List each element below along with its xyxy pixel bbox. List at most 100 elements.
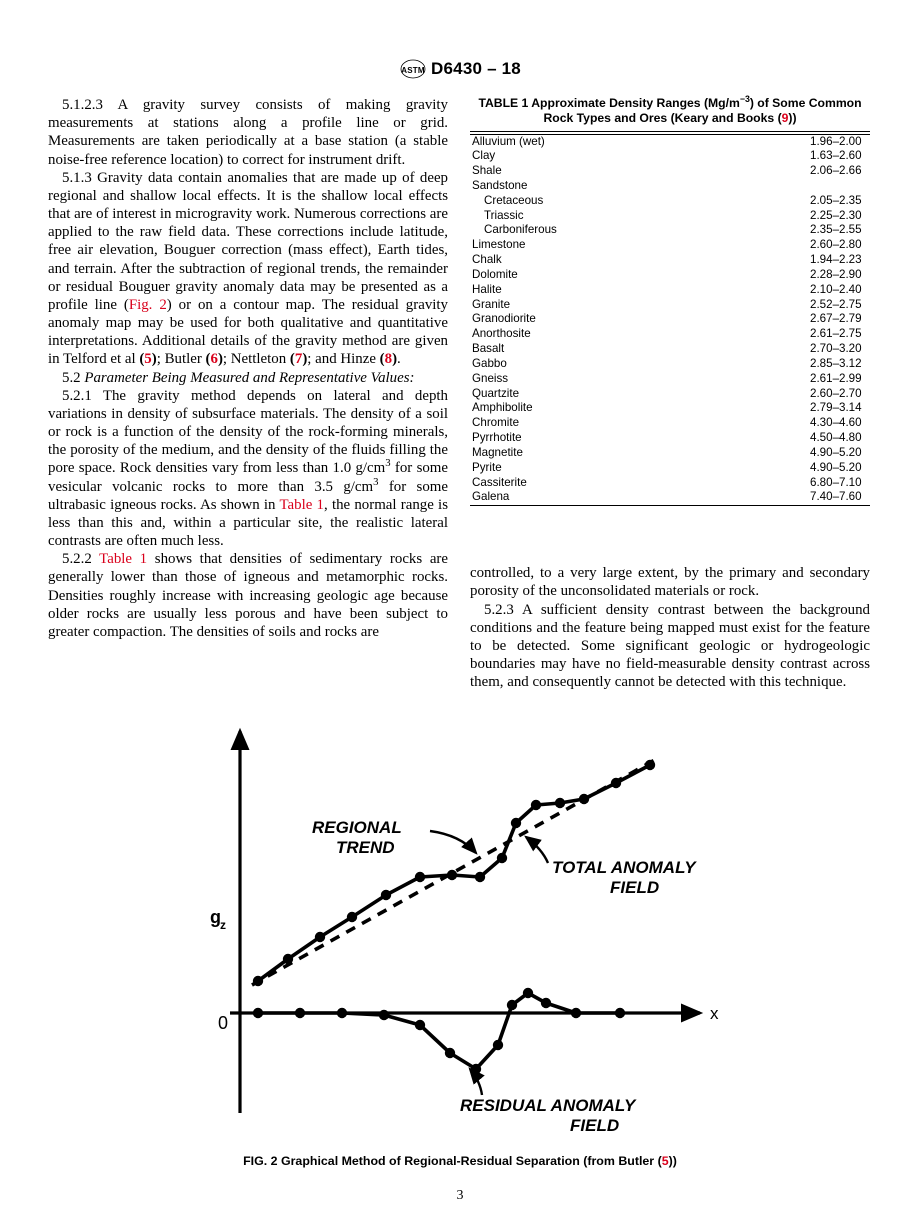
ref-5-fig[interactable]: 5 (662, 1154, 669, 1168)
ref-7[interactable]: 7 (295, 351, 302, 367)
table-row: Pyrrhotite4.50–4.80 (470, 431, 870, 446)
table-row-name: Cassiterite (470, 476, 730, 491)
table-row-value: 2.79–3.14 (730, 401, 870, 416)
table-row: Magnetite4.90–5.20 (470, 446, 870, 461)
table-row: Pyrite4.90–5.20 (470, 461, 870, 476)
table-row-value: 2.05–2.35 (730, 194, 870, 209)
svg-text:REGIONAL: REGIONAL (312, 818, 402, 837)
table-row-value: 4.90–5.20 (730, 446, 870, 461)
table-1-caption: TABLE 1 Approximate Density Ranges (Mg/m… (470, 96, 870, 131)
table-row: Dolomite2.28–2.90 (470, 268, 870, 283)
svg-text:0: 0 (218, 1013, 228, 1033)
table-row-name: Triassic (470, 209, 730, 224)
table-row-value: 7.40–7.60 (730, 490, 870, 505)
table-row-value: 6.80–7.10 (730, 476, 870, 491)
table-row-value: 2.60–2.70 (730, 387, 870, 402)
doc-designation: D6430 – 18 (431, 59, 521, 78)
table-row-value: 2.60–2.80 (730, 238, 870, 253)
table-row-value: 2.85–3.12 (730, 357, 870, 372)
table-row: Clay1.63–2.60 (470, 149, 870, 164)
table-row-name: Pyrite (470, 461, 730, 476)
table-row: Basalt2.70–3.20 (470, 342, 870, 357)
table-row: Limestone2.60–2.80 (470, 238, 870, 253)
table-row-name: Granodiorite (470, 312, 730, 327)
table-row-name: Amphibolite (470, 401, 730, 416)
table-row: Granite2.52–2.75 (470, 298, 870, 313)
table-row-name: Galena (470, 490, 730, 505)
table-row-value: 2.61–2.75 (730, 327, 870, 342)
table-row: Alluvium (wet)1.96–2.00 (470, 134, 870, 149)
table-row-value: 2.10–2.40 (730, 283, 870, 298)
table-row-name: Halite (470, 283, 730, 298)
table-row-value: 2.61–2.99 (730, 372, 870, 387)
svg-text:FIELD: FIELD (570, 1116, 619, 1135)
table-row-name: Gneiss (470, 372, 730, 387)
table-row-value: 1.96–2.00 (730, 134, 870, 149)
svg-text:RESIDUAL ANOMALY: RESIDUAL ANOMALY (460, 1096, 637, 1115)
section-5-2-head: 5.2 Parameter Being Measured and Represe… (48, 369, 448, 387)
table-row: Chalk1.94–2.23 (470, 253, 870, 268)
table-row-name: Gabbo (470, 357, 730, 372)
ref-6[interactable]: 6 (210, 351, 217, 367)
table-1: TABLE 1 Approximate Density Ranges (Mg/m… (470, 96, 870, 506)
table-row-value: 4.90–5.20 (730, 461, 870, 476)
svg-text:x: x (710, 1004, 719, 1023)
ref-9[interactable]: 9 (782, 111, 789, 125)
table-row-value: 2.70–3.20 (730, 342, 870, 357)
table-row-value: 1.63–2.60 (730, 149, 870, 164)
table-row-name: Pyrrhotite (470, 431, 730, 446)
para-5-2-3: 5.2.3 A sufficient density contrast betw… (470, 601, 870, 692)
para-5-2-2: 5.2.2 Table 1 shows that densities of se… (48, 550, 448, 641)
table-row: Anorthosite2.61–2.75 (470, 327, 870, 342)
table-row: Triassic2.25–2.30 (470, 209, 870, 224)
table-row-name: Granite (470, 298, 730, 313)
table-row-name: Magnetite (470, 446, 730, 461)
table-row: Amphibolite2.79–3.14 (470, 401, 870, 416)
table-row: Galena7.40–7.60 (470, 490, 870, 505)
table-row-name: Chalk (470, 253, 730, 268)
figure-2-svg: gz0xREGIONALTRENDTOTAL ANOMALYFIELDRESID… (180, 713, 740, 1143)
table-row: Sandstone (470, 179, 870, 194)
table-row: Cretaceous2.05–2.35 (470, 194, 870, 209)
ref-8[interactable]: 8 (385, 351, 392, 367)
astm-logo-icon: ASTM (399, 58, 427, 80)
table-row: Shale2.06–2.66 (470, 164, 870, 179)
table1-ref-b[interactable]: Table 1 (99, 551, 147, 567)
page-number: 3 (0, 1188, 920, 1204)
table-row: Cassiterite6.80–7.10 (470, 476, 870, 491)
table-row-value: 2.67–2.79 (730, 312, 870, 327)
left-column: 5.1.2.3 A gravity survey consists of mak… (48, 96, 448, 691)
table-row-value (730, 179, 870, 194)
ref-5[interactable]: 5 (144, 351, 151, 367)
table-row-name: Chromite (470, 416, 730, 431)
table-row-value: 2.52–2.75 (730, 298, 870, 313)
table-row-name: Carboniferous (470, 223, 730, 238)
para-5-1-2-3: 5.1.2.3 A gravity survey consists of mak… (48, 96, 448, 169)
table-row: Gneiss2.61–2.99 (470, 372, 870, 387)
table1-ref-a[interactable]: Table 1 (279, 497, 324, 513)
table-row-value: 1.94–2.23 (730, 253, 870, 268)
right-column: TABLE 1 Approximate Density Ranges (Mg/m… (470, 96, 870, 691)
para-continued: controlled, to a very large extent, by t… (470, 564, 870, 600)
para-5-1-3: 5.1.3 Gravity data contain anomalies tha… (48, 169, 448, 369)
table-row-value: 4.50–4.80 (730, 431, 870, 446)
table-row-name: Shale (470, 164, 730, 179)
page-header: ASTM D6430 – 18 (48, 58, 872, 80)
svg-text:TOTAL ANOMALY: TOTAL ANOMALY (552, 858, 697, 877)
figure-2: gz0xREGIONALTRENDTOTAL ANOMALYFIELDRESID… (48, 713, 872, 1168)
svg-text:FIELD: FIELD (610, 878, 659, 897)
density-table: Alluvium (wet)1.96–2.00Clay1.63–2.60Shal… (470, 131, 870, 507)
table-row-name: Quartzite (470, 387, 730, 402)
para-5-2-1: 5.2.1 The gravity method depends on late… (48, 387, 448, 551)
table-row-value: 2.28–2.90 (730, 268, 870, 283)
fig2-ref[interactable]: Fig. 2 (129, 297, 167, 313)
table-row-name: Cretaceous (470, 194, 730, 209)
table-row-name: Basalt (470, 342, 730, 357)
table-row-name: Clay (470, 149, 730, 164)
svg-text:z: z (220, 918, 226, 932)
table-row-name: Alluvium (wet) (470, 134, 730, 149)
table-row-value: 2.25–2.30 (730, 209, 870, 224)
table-row-name: Limestone (470, 238, 730, 253)
svg-text:ASTM: ASTM (401, 66, 425, 75)
table-row-value: 4.30–4.60 (730, 416, 870, 431)
